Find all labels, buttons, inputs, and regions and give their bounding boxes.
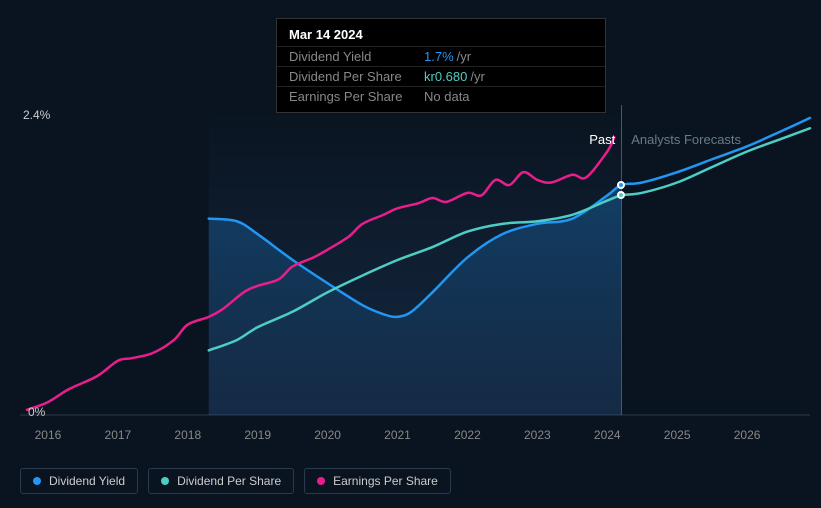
tooltip-row: Dividend Yield1.7%/yr (277, 46, 605, 66)
legend-item[interactable]: Dividend Per Share (148, 468, 294, 494)
x-axis-tick: 2022 (454, 428, 481, 442)
y-axis-min-label: 0% (28, 405, 45, 419)
tooltip-row-suffix: /yr (457, 49, 471, 64)
tooltip-row: Dividend Per Sharekr0.680/yr (277, 66, 605, 86)
forecast-region-label: Analysts Forecasts (631, 132, 741, 147)
legend-item-label: Dividend Per Share (177, 474, 281, 488)
tooltip-row-label: Dividend Per Share (289, 69, 424, 84)
x-axis-tick: 2025 (664, 428, 691, 442)
past-region-label: Past (589, 132, 615, 147)
tooltip-row-value: No data (424, 89, 470, 104)
chart-tooltip: Mar 14 2024 Dividend Yield1.7%/yrDividen… (276, 18, 606, 113)
x-axis-tick: 2020 (314, 428, 341, 442)
x-axis: 2016 2017 2018 2019 2020 2021 2022 2023 2024 2025… (20, 428, 810, 448)
x-axis-tick: 2023 (524, 428, 551, 442)
legend-dot-icon (317, 477, 325, 485)
legend-dot-icon (33, 477, 41, 485)
x-axis-tick: 2017 (105, 428, 132, 442)
hover-guideline (621, 105, 622, 415)
hover-dot (617, 181, 625, 189)
x-axis-tick: 2026 (734, 428, 761, 442)
chart-legend: Dividend Yield Dividend Per Share Earnings… (20, 468, 451, 494)
x-axis-tick: 2019 (244, 428, 271, 442)
tooltip-row: Earnings Per ShareNo data (277, 86, 605, 106)
tooltip-row-label: Earnings Per Share (289, 89, 424, 104)
legend-item-label: Earnings Per Share (333, 474, 438, 488)
hover-dot (617, 191, 625, 199)
legend-item-label: Dividend Yield (49, 474, 125, 488)
y-axis-max-label: 2.4% (23, 108, 50, 122)
legend-dot-icon (161, 477, 169, 485)
legend-item[interactable]: Earnings Per Share (304, 468, 451, 494)
legend-item[interactable]: Dividend Yield (20, 468, 138, 494)
tooltip-date: Mar 14 2024 (277, 25, 605, 46)
chart-plot-area[interactable]: 2.4% 0% Past Analysts Forecasts (20, 105, 810, 425)
x-axis-tick: 2024 (594, 428, 621, 442)
x-axis-tick: 2018 (174, 428, 201, 442)
tooltip-row-value: kr0.680 (424, 69, 467, 84)
tooltip-row-suffix: /yr (470, 69, 484, 84)
x-axis-tick: 2016 (35, 428, 62, 442)
x-axis-tick: 2021 (384, 428, 411, 442)
tooltip-row-label: Dividend Yield (289, 49, 424, 64)
tooltip-row-value: 1.7% (424, 49, 454, 64)
